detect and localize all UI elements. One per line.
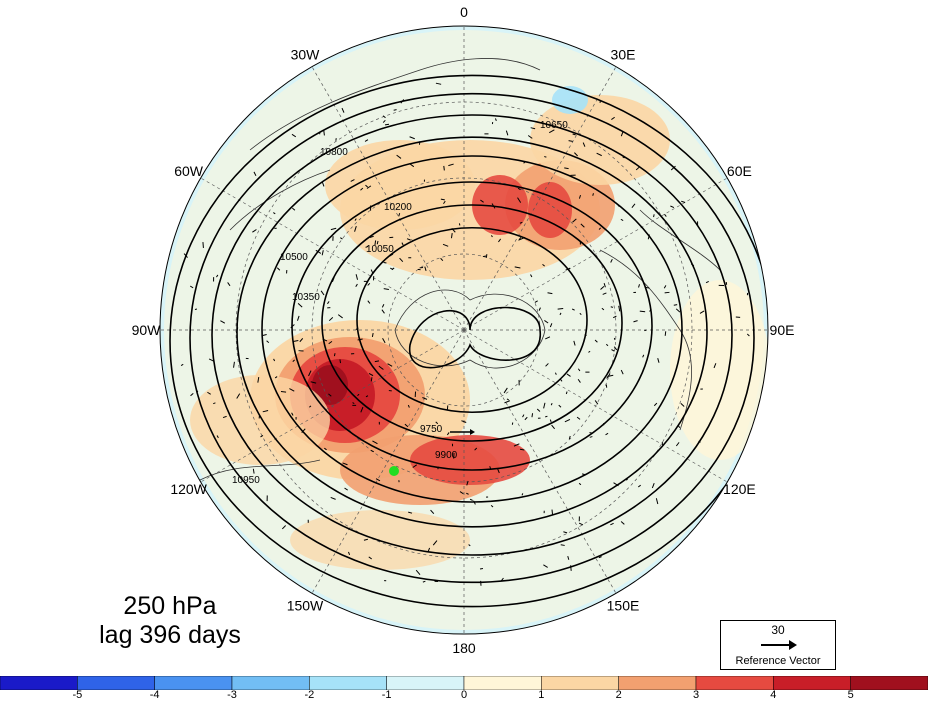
longitude-labels: 0 30W 60W 90W 120W 150W 180 150E 120E 90E 60E 30E [132,4,795,656]
height-contours [169,74,768,608]
longitude-label: 0 [460,4,468,20]
longitude-label: 90E [770,322,795,338]
colorbar-swatch [77,676,155,690]
colorbar-tick-label: 2 [615,689,622,701]
colorbar-tick-label: 4 [770,689,777,701]
colorbar-swatch [773,676,851,690]
colorbar-tick-label: 1 [538,689,545,701]
wind-vectors [180,82,750,586]
longitude-label: 60E [727,163,752,179]
contour-label: 10050 [366,244,394,255]
colorbar-swatch [309,676,387,690]
longitude-label: 120W [170,481,207,497]
colorbar-tick-label: 5 [847,689,854,701]
colorbar-swatch [695,676,774,690]
colorbar-swatch [541,676,619,690]
colorbar-swatch [618,676,697,690]
reference-vector-box: 30 Reference Vector [720,620,836,670]
contour-label: 10650 [540,120,568,131]
colorbar-tick-label: -1 [381,689,392,701]
longitude-label: 120E [723,481,756,497]
panel-title: 250 hPa lag 396 days [60,592,280,650]
longitude-label: 30E [611,47,636,63]
colorbar-tick-label: -3 [227,689,237,701]
longitude-label: 30W [291,47,321,63]
colorbar-swatch [231,676,310,690]
colorbar-swatch [386,676,465,690]
map-border [159,25,769,635]
longitude-label: 150E [607,597,640,613]
contour-label: 10500 [280,252,308,263]
contour-label: 9750 [420,424,443,435]
contour-label: 10200 [384,202,412,213]
contour-label: 9900 [435,450,458,461]
colorbar-swatch [0,676,78,690]
contour-label: 10950 [232,475,260,486]
lag-label: lag 396 days [99,621,241,649]
colorbar-swatch [850,676,928,690]
colorbar-swatch [154,676,233,690]
longitude-label: 180 [452,640,476,656]
colorbar-tick-label: -5 [72,689,83,701]
longitude-label: 150W [287,597,324,613]
reference-vector-label: Reference Vector [735,655,821,667]
longitude-label: 90W [132,322,162,338]
reference-vector-value: 30 [771,623,785,637]
contour-label: 10800 [320,147,348,158]
longitude-label: 60W [174,163,204,179]
level-label: 250 hPa [123,592,217,620]
colorbar-tick-label: 3 [692,689,700,701]
colorbar-swatch [463,676,542,690]
colorbar [0,676,928,690]
colorbar-tick-label: 0 [460,689,468,701]
reference-arrow-icon [761,640,797,650]
location-marker [389,466,399,476]
colorbar-tick-label: -2 [304,689,315,701]
contour-labels: 9750 9900 10050 10200 10350 10500 10650 10800 10… [232,120,568,486]
contour-label: 10350 [292,292,320,303]
colorbar-tick-label: -4 [149,689,160,701]
